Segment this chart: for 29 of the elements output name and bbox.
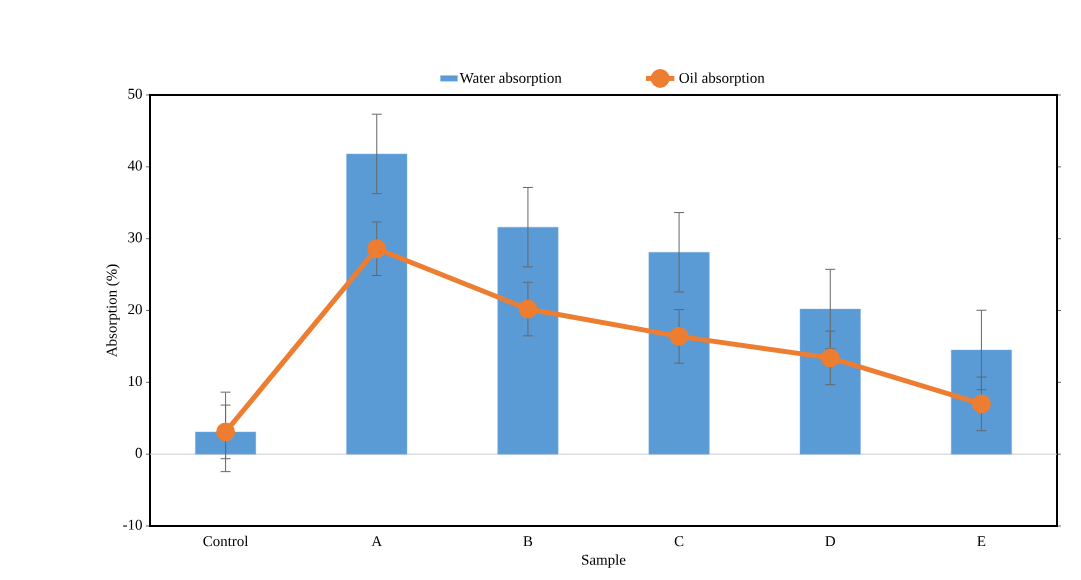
x-tick-label: B [523,536,533,547]
y-tick-label: -10 [123,519,142,530]
legend-label: Oil absorption [679,72,765,87]
bar [195,431,257,455]
point [518,299,538,319]
point [820,348,840,368]
y-tick-label: 50 [128,88,142,99]
point [669,326,689,346]
x-axis-title: Sample [582,554,626,568]
y-tick-label: 10 [128,375,142,387]
y-tick-label: 30 [128,232,142,243]
x-tick-label: C [674,536,684,547]
point [216,422,236,442]
x-tick-label: E [977,536,986,547]
bar [648,252,710,455]
y-tick-label: 40 [127,160,142,171]
bar [346,153,408,455]
point [367,239,387,259]
y-axis-title: Absorption (%) [106,264,120,358]
bar [951,349,1012,455]
point [971,394,991,414]
x-tick-label: D [825,536,836,547]
x-tick-label: A [371,536,383,547]
y-tick-label: 0 [135,447,142,458]
legend-label: Water absorption [459,72,562,87]
x-tick-label: Control [203,535,249,547]
y-tick-label: 20 [128,304,142,315]
bar [799,308,861,455]
bar [497,226,559,455]
